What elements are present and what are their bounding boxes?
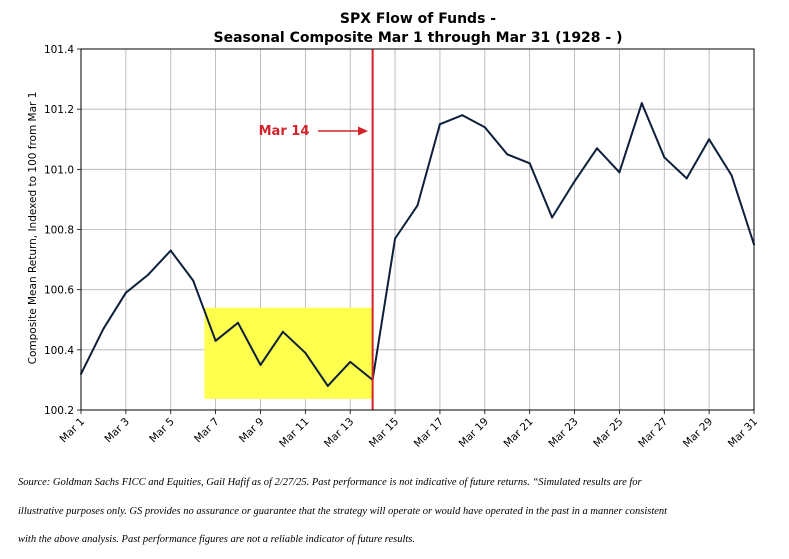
data-point <box>618 171 621 174</box>
data-point <box>192 279 195 282</box>
x-tick-label: Mar 23 <box>546 416 580 450</box>
x-tick-label: Mar 29 <box>681 416 715 450</box>
x-tick-label: Mar 21 <box>501 416 535 450</box>
data-point <box>595 147 598 150</box>
chart-title-line1: SPX Flow of Funds - <box>340 11 496 27</box>
data-point <box>326 384 329 387</box>
data-point <box>506 153 509 156</box>
data-point <box>147 273 150 276</box>
series-line-composite <box>80 102 755 387</box>
y-tick-label: 101.4 <box>44 44 74 56</box>
data-point <box>551 216 554 219</box>
highlight-layer <box>204 307 373 399</box>
data-point <box>685 177 688 180</box>
y-axis-label: Composite Mean Return, Indexed to 100 fr… <box>27 92 39 365</box>
y-axis-ticks: 100.2 100.4 100.6 100.8 101.0 101.2 101.4 <box>44 44 81 417</box>
x-tick-label: Mar 3 <box>102 416 132 446</box>
mar14-annotation-arrow <box>318 126 368 136</box>
x-tick-label: Mar 25 <box>591 416 625 450</box>
data-point <box>483 126 486 129</box>
y-tick-label: 101.2 <box>44 104 74 116</box>
data-point <box>663 156 666 159</box>
y-tick-label: 100.6 <box>44 285 74 297</box>
y-tick-label: 100.2 <box>44 405 74 417</box>
x-tick-label: Mar 9 <box>237 416 267 446</box>
data-point <box>394 237 397 240</box>
source-footnote-line2: illustrative purposes only. GS provides … <box>18 506 668 517</box>
data-point <box>528 162 531 165</box>
data-point <box>573 180 576 183</box>
x-tick-label: Mar 7 <box>192 416 222 446</box>
source-footnote-line3: with the above analysis. Past performanc… <box>18 534 416 545</box>
data-point <box>708 138 711 141</box>
data-point <box>304 351 307 354</box>
data-point <box>102 327 105 330</box>
data-point <box>281 330 284 333</box>
data-point <box>169 249 172 252</box>
chart-title-line2: Seasonal Composite Mar 1 through Mar 31 … <box>214 30 623 46</box>
y-tick-label: 101.0 <box>44 164 74 176</box>
x-tick-label: Mar 31 <box>726 416 760 450</box>
series-layer <box>80 102 755 387</box>
x-tick-label: Mar 17 <box>412 416 446 450</box>
seasonal-composite-chart: 100.2 100.4 100.6 100.8 101.0 101.2 101.4 Mar … <box>27 11 760 450</box>
y-tick-label: 100.4 <box>44 345 74 357</box>
x-tick-label: Mar 19 <box>457 416 491 450</box>
data-point <box>461 114 464 117</box>
data-point <box>237 321 240 324</box>
data-point <box>214 339 217 342</box>
data-point <box>730 174 733 177</box>
arrow-head <box>358 126 368 136</box>
source-footnote-line1: Source: Goldman Sachs FICC and Equities,… <box>18 477 642 488</box>
x-tick-label: Mar 27 <box>636 416 670 450</box>
data-point <box>640 102 643 105</box>
x-tick-label: Mar 1 <box>58 416 88 446</box>
data-point <box>349 360 352 363</box>
data-point <box>438 123 441 126</box>
x-tick-label: Mar 11 <box>277 416 311 450</box>
grid-lines <box>80 48 755 411</box>
data-point <box>259 363 262 366</box>
data-point <box>124 291 127 294</box>
x-tick-label: Mar 5 <box>147 416 177 446</box>
mar14-annotation-label: Mar 14 <box>259 124 310 139</box>
x-axis-ticks: Mar 1 Mar 3 Mar 5 Mar 7 Mar 9 Mar 11 Mar 13 Mar… <box>58 410 760 450</box>
data-point <box>416 204 419 207</box>
y-tick-label: 100.8 <box>44 225 74 237</box>
x-tick-label: Mar 15 <box>367 416 401 450</box>
x-tick-label: Mar 13 <box>322 416 356 450</box>
highlight-box <box>204 307 373 399</box>
